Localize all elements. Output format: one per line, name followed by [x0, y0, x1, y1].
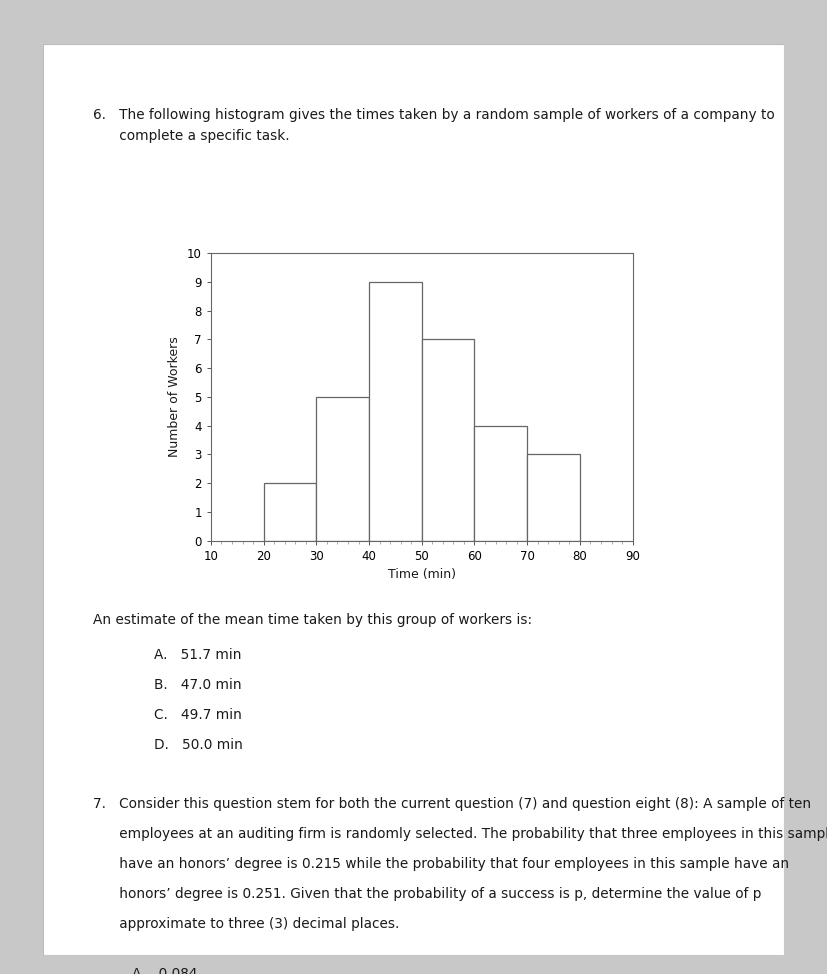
- Text: 6.   The following histogram gives the times taken by a random sample of workers: 6. The following histogram gives the tim…: [93, 107, 775, 122]
- Text: A.   51.7 min: A. 51.7 min: [154, 648, 241, 661]
- Bar: [528, 454, 580, 541]
- Bar: [475, 426, 528, 541]
- Text: C.   49.7 min: C. 49.7 min: [154, 708, 242, 722]
- Text: complete a specific task.: complete a specific task.: [93, 130, 290, 143]
- Text: B.   47.0 min: B. 47.0 min: [154, 678, 241, 692]
- FancyBboxPatch shape: [43, 44, 784, 955]
- Text: have an honors’ degree is 0.215 while the probability that four employees in thi: have an honors’ degree is 0.215 while th…: [93, 857, 790, 871]
- Text: employees at an auditing firm is randomly selected. The probability that three e: employees at an auditing firm is randoml…: [93, 827, 827, 841]
- Text: honors’ degree is 0.251. Given that the probability of a success is p, determine: honors’ degree is 0.251. Given that the …: [93, 887, 762, 901]
- Text: approximate to three (3) decimal places.: approximate to three (3) decimal places.: [93, 918, 399, 931]
- Text: A.   0.084: A. 0.084: [132, 967, 198, 974]
- Y-axis label: Number of Workers: Number of Workers: [169, 337, 181, 457]
- Bar: [369, 282, 422, 541]
- Bar: [316, 397, 369, 541]
- Text: 7.   Consider this question stem for both the current question (7) and question : 7. Consider this question stem for both …: [93, 797, 811, 811]
- Bar: [264, 483, 316, 541]
- Bar: [422, 339, 475, 541]
- X-axis label: Time (min): Time (min): [388, 568, 456, 581]
- Text: An estimate of the mean time taken by this group of workers is:: An estimate of the mean time taken by th…: [93, 613, 533, 627]
- Text: D.   50.0 min: D. 50.0 min: [154, 737, 243, 752]
